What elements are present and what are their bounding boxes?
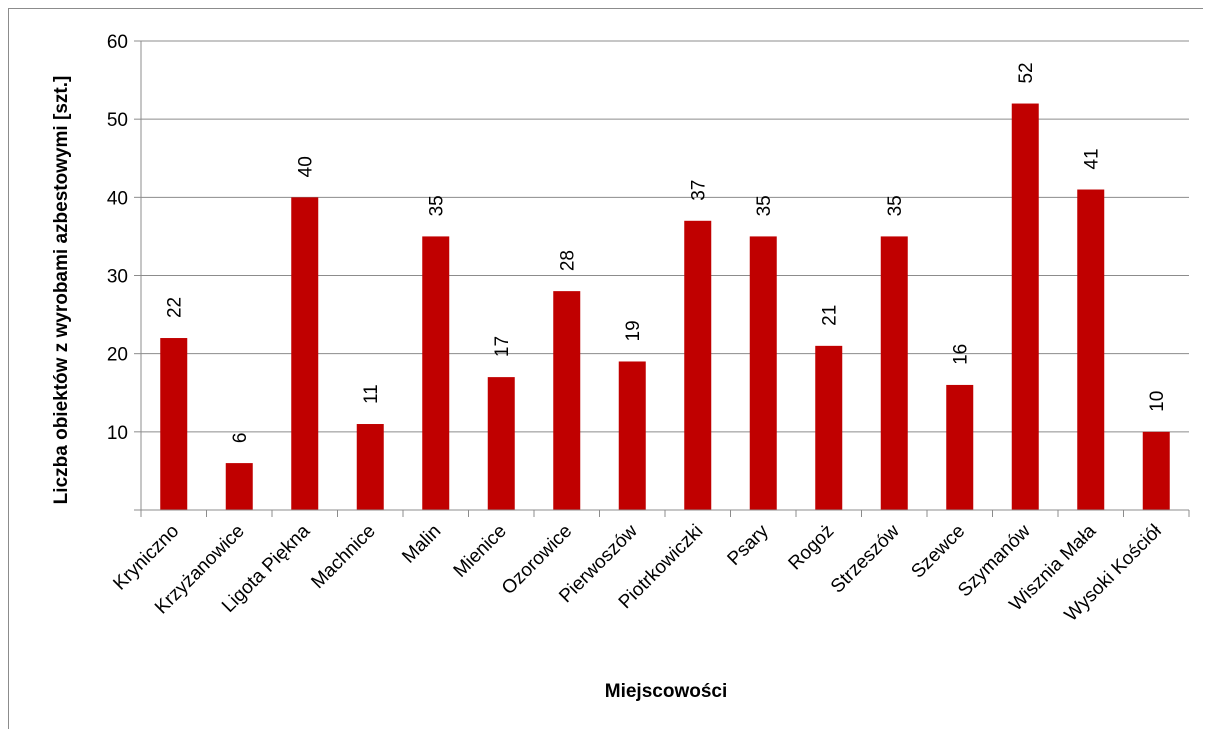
bar: [1077, 189, 1105, 510]
chart-frame: [8, 8, 1203, 729]
bar: [749, 236, 777, 510]
data-label: 35: [427, 195, 448, 216]
data-label: 21: [820, 305, 841, 326]
y-tick-label: 60: [107, 32, 128, 53]
data-label: 41: [1082, 148, 1103, 169]
data-label: 11: [361, 384, 382, 404]
y-tick-label: 10: [107, 423, 128, 444]
bars: [160, 103, 1170, 511]
bar: [160, 338, 188, 510]
data-label: 35: [754, 195, 775, 216]
y-tick-label: 50: [107, 110, 128, 131]
x-tick-label: Szewce: [907, 521, 969, 583]
bar: [225, 463, 253, 510]
x-tick-label: Malin: [398, 521, 445, 568]
data-label: 6: [230, 433, 251, 444]
y-axis-title: Liczba obiektów z wyrobami azbestowymi […: [51, 76, 72, 505]
bar: [946, 384, 974, 510]
bar: [880, 236, 908, 510]
bar: [356, 424, 384, 510]
data-label: 40: [296, 156, 317, 177]
data-labels: 22 6 40 11 35 17 28 19 37 35 21 35 16 52 41 10: [165, 62, 1169, 443]
data-label: 17: [492, 336, 513, 357]
data-label: 22: [165, 297, 186, 318]
bar: [487, 377, 515, 510]
data-label: 19: [623, 320, 644, 341]
y-tick-label: 30: [107, 267, 128, 288]
x-tick-label: Strzeszów: [827, 520, 904, 597]
bar: [684, 220, 712, 511]
bar: [291, 197, 319, 511]
y-tick-label: 20: [107, 345, 128, 366]
x-tick-label: Mienice: [450, 521, 511, 582]
x-tick-label: Machnice: [307, 521, 379, 593]
axes: [134, 40, 1190, 517]
data-label: 16: [951, 344, 972, 365]
x-tick-label: Psary: [724, 520, 774, 570]
x-axis-title: Miejscowości: [605, 681, 728, 702]
bar: [422, 236, 450, 510]
data-label: 10: [1147, 391, 1168, 412]
bar: [618, 361, 646, 510]
x-tick-label: Rogoż: [785, 521, 839, 575]
data-label: 35: [885, 195, 906, 216]
bar: [1142, 431, 1170, 510]
bar: [815, 345, 843, 510]
bar: [553, 291, 581, 510]
bar: [1011, 103, 1039, 511]
data-label: 37: [689, 180, 710, 201]
y-tick-label: 40: [107, 188, 128, 209]
data-label: 52: [1016, 62, 1037, 83]
y-tick-labels: 10 20 30 40 50 60: [107, 32, 128, 444]
data-label: 28: [558, 250, 579, 271]
